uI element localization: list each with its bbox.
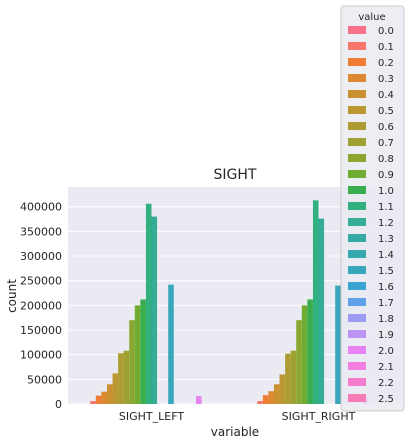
legend-label: 0.8 bbox=[378, 154, 394, 165]
legend-swatch bbox=[348, 154, 366, 162]
legend-swatch bbox=[348, 42, 366, 50]
legend-label: 0.0 bbox=[378, 26, 394, 37]
bar bbox=[101, 391, 107, 404]
bar bbox=[257, 401, 263, 404]
bar bbox=[106, 384, 113, 404]
x-tick-label: SIGHT_LEFT bbox=[119, 410, 184, 423]
bar bbox=[301, 305, 308, 404]
bar bbox=[262, 395, 269, 404]
legend-swatch bbox=[348, 282, 366, 290]
legend-label: 1.7 bbox=[378, 298, 394, 309]
bar bbox=[134, 305, 141, 404]
bar bbox=[118, 353, 124, 404]
legend-label: 0.2 bbox=[378, 58, 394, 69]
legend-swatch bbox=[348, 58, 366, 66]
bar bbox=[312, 200, 319, 404]
legend-swatch bbox=[348, 122, 366, 130]
legend-swatch bbox=[348, 186, 366, 194]
bar bbox=[151, 216, 158, 404]
y-tick-label: 50000 bbox=[27, 373, 62, 386]
legend-swatch bbox=[348, 90, 366, 98]
legend-label: 1.4 bbox=[378, 250, 394, 261]
legend-swatch bbox=[348, 378, 366, 386]
legend-swatch bbox=[348, 138, 366, 146]
legend-label: 0.4 bbox=[378, 90, 394, 101]
legend-label: 2.0 bbox=[378, 346, 394, 357]
bar bbox=[307, 299, 313, 404]
legend-swatch bbox=[348, 234, 366, 242]
bar bbox=[296, 320, 302, 404]
legend-label: 0.6 bbox=[378, 122, 394, 133]
bar bbox=[112, 373, 119, 404]
bar bbox=[268, 391, 274, 404]
y-tick-label: 0 bbox=[55, 398, 62, 411]
x-axis: SIGHT_LEFT SIGHT_RIGHT bbox=[119, 410, 356, 423]
legend-swatch bbox=[348, 266, 366, 274]
legend-label: 1.2 bbox=[378, 218, 394, 229]
bar bbox=[279, 374, 286, 404]
x-axis-label: variable bbox=[211, 425, 259, 439]
legend-swatch bbox=[348, 26, 366, 34]
legend-label: 0.7 bbox=[378, 138, 394, 149]
legend-swatch bbox=[348, 170, 366, 178]
legend-label: 0.5 bbox=[378, 106, 394, 117]
y-tick-label: 300000 bbox=[20, 250, 62, 263]
legend-swatch bbox=[348, 298, 366, 306]
legend-label: 1.0 bbox=[378, 186, 394, 197]
y-tick-label: 350000 bbox=[20, 225, 62, 238]
bar bbox=[196, 396, 202, 404]
y-tick-label: 150000 bbox=[20, 324, 62, 337]
bar bbox=[129, 320, 135, 404]
bar bbox=[318, 218, 325, 404]
legend-label: 2.5 bbox=[378, 394, 394, 405]
legend-swatch bbox=[348, 362, 366, 370]
legend-swatch bbox=[348, 250, 366, 258]
bars bbox=[90, 200, 369, 404]
chart-title: SIGHT bbox=[214, 167, 257, 183]
legend-swatch bbox=[348, 218, 366, 226]
bar bbox=[335, 285, 341, 404]
legend-label: 0.1 bbox=[378, 42, 394, 53]
legend-label: 1.5 bbox=[378, 266, 394, 277]
legend-swatch bbox=[348, 346, 366, 354]
legend-items: 0.0 0.1 0.2 0.3 0.4 0.5 0.6 0.7 0.8 0.9 1.0 1.1 1.2 1… bbox=[348, 26, 394, 405]
legend-swatch bbox=[348, 394, 366, 402]
bar bbox=[145, 203, 152, 404]
legend-swatch bbox=[348, 330, 366, 338]
legend-label: 2.1 bbox=[378, 362, 394, 373]
bar bbox=[95, 395, 102, 404]
legend-swatch bbox=[348, 74, 366, 82]
y-tick-label: 400000 bbox=[20, 201, 62, 214]
legend-label: 1.8 bbox=[378, 314, 394, 325]
bar bbox=[168, 284, 174, 404]
legend-label: 1.9 bbox=[378, 330, 394, 341]
legend-label: 2.2 bbox=[378, 378, 394, 389]
y-axis-label: count bbox=[5, 279, 19, 313]
legend-swatch bbox=[348, 106, 366, 114]
legend-label: 1.3 bbox=[378, 234, 394, 245]
bar bbox=[290, 350, 297, 404]
y-tick-label: 200000 bbox=[20, 299, 62, 312]
legend: value 0.0 0.1 0.2 0.3 0.4 0.5 0.6 0.7 0.8 0.9 1.0 1… bbox=[340, 5, 405, 412]
bar bbox=[285, 353, 291, 404]
legend-swatch bbox=[348, 314, 366, 322]
bar bbox=[140, 299, 146, 404]
legend-title: value bbox=[358, 12, 385, 23]
y-axis: 0 50000 100000 150000 200000 250000 300000 3500… bbox=[20, 201, 62, 411]
bar bbox=[273, 384, 280, 404]
legend-label: 1.6 bbox=[378, 282, 394, 293]
y-tick-label: 100000 bbox=[20, 349, 62, 362]
bar bbox=[90, 401, 96, 404]
x-tick-label: SIGHT_RIGHT bbox=[282, 410, 356, 423]
legend-swatch bbox=[348, 202, 366, 210]
bar bbox=[123, 350, 130, 404]
legend-label: 0.9 bbox=[378, 170, 394, 181]
legend-label: 1.1 bbox=[378, 202, 394, 213]
y-tick-label: 250000 bbox=[20, 275, 62, 288]
legend-label: 0.3 bbox=[378, 74, 394, 85]
